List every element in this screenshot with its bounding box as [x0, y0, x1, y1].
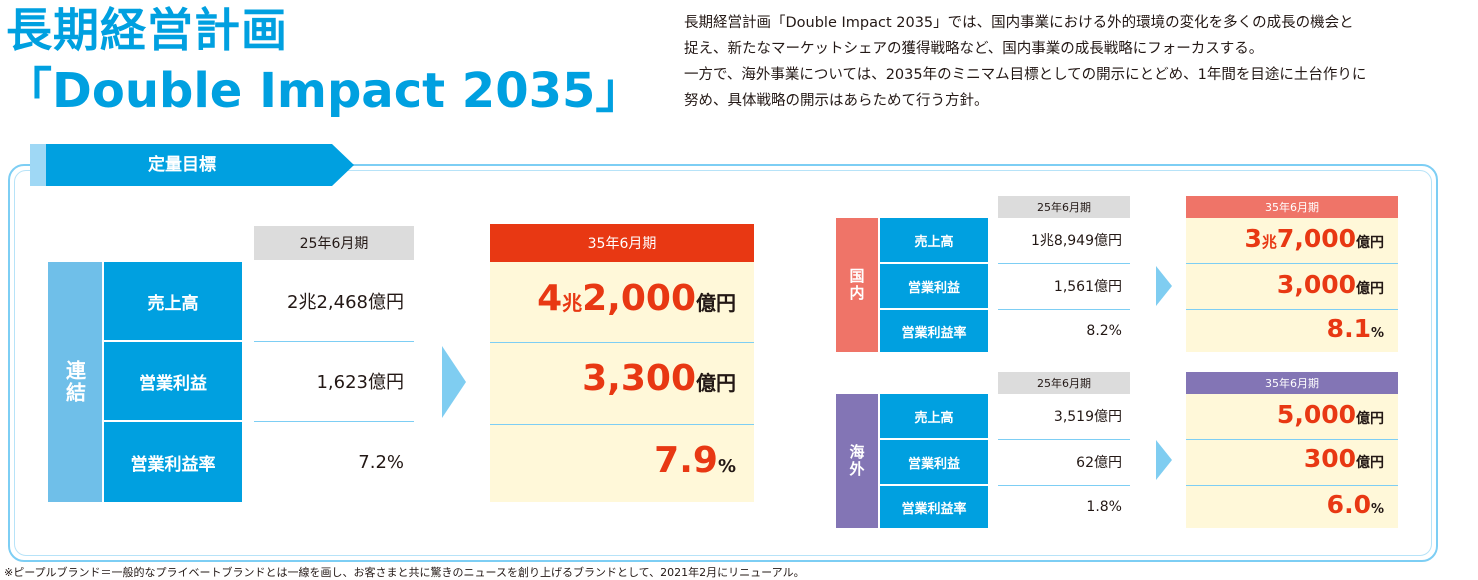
- overseas-label-text: 海外: [847, 444, 866, 478]
- domestic-target-panel: [1186, 218, 1398, 352]
- domestic-row-label-sales: 売上高: [880, 218, 988, 262]
- section-tab-shape: [46, 144, 354, 186]
- section-tab-label: 定量目標: [148, 155, 216, 175]
- overseas-target-operating-margin: 6.0 %: [1186, 490, 1384, 526]
- overseas-base-sales: 3,519億円: [1053, 409, 1122, 425]
- target-value: 4: [537, 278, 563, 319]
- page-subtitle: 「Double Impact 2035」: [4, 63, 644, 119]
- overseas-base-operating-margin: 1.8%: [1086, 499, 1122, 515]
- target-unit: %: [1370, 326, 1384, 341]
- consolidated-base-sales: 2兆2,468億円: [287, 292, 404, 313]
- row-separator: [254, 421, 414, 422]
- overseas-row-label-operating-margin: 営業利益率: [880, 486, 988, 528]
- target-value: 3,300: [582, 358, 696, 399]
- consolidated-row-label-operating-margin: 営業利益率: [104, 422, 242, 502]
- row-separator: [998, 309, 1130, 310]
- target-value: 3: [1244, 224, 1262, 253]
- target-unit: %: [717, 456, 736, 477]
- domestic-row-label-operating-margin: 営業利益率: [880, 310, 988, 352]
- overseas-row-label-operating-profit: 営業利益: [880, 440, 988, 484]
- target-unit: 億円: [1356, 281, 1384, 297]
- domestic-arrow-icon: [1156, 266, 1172, 306]
- row-separator: [998, 263, 1130, 264]
- overseas-target-sales: 5,000 億円: [1186, 400, 1384, 436]
- consolidated-target-sales: 4 兆 2,000 億円: [490, 278, 736, 328]
- domestic-base-operating-margin: 8.2%: [1086, 323, 1122, 339]
- row-separator: [1186, 439, 1398, 440]
- domestic-base-header: 25年6月期: [998, 196, 1130, 218]
- footnote: ※ピープルブランド＝一般的なプライベートブランドとは一線を画し、お客さまと共に驚…: [4, 566, 805, 579]
- row-separator: [998, 485, 1130, 486]
- overseas-label: 海外: [836, 394, 878, 528]
- target-value: 6.0: [1326, 490, 1371, 519]
- target-unit: 億円: [1356, 411, 1384, 427]
- domestic-label: 国内: [836, 218, 878, 352]
- target-unit: 億円: [696, 371, 736, 395]
- row-separator: [998, 439, 1130, 440]
- target-value: 300: [1303, 444, 1356, 473]
- target-value: 8.1: [1326, 314, 1371, 343]
- row-separator: [254, 341, 414, 342]
- target-value: 7,000: [1276, 224, 1356, 253]
- row-separator: [1186, 309, 1398, 310]
- overseas-base-header: 25年6月期: [998, 372, 1130, 394]
- consolidated-label-text: 連結: [62, 360, 87, 404]
- overseas-base-operating-profit: 62億円: [1076, 455, 1122, 471]
- consolidated-label: 連結: [48, 262, 102, 502]
- overseas-target-operating-profit: 300 億円: [1186, 444, 1384, 480]
- intro-paragraph: 長期経営計画「Double Impact 2035」では、国内事業における外的環…: [684, 10, 1454, 114]
- target-unit: 億円: [1356, 235, 1384, 251]
- intro-line: 長期経営計画「Double Impact 2035」では、国内事業における外的環…: [684, 15, 1354, 31]
- overseas-arrow-icon: [1156, 440, 1172, 480]
- consolidated-row-label-operating-profit: 営業利益: [104, 342, 242, 420]
- consolidated-base-header: 25年6月期: [254, 226, 414, 260]
- consolidated-target-operating-margin: 7.9 %: [490, 440, 736, 490]
- consolidated-arrow-icon: [442, 346, 466, 418]
- consolidated-target-header: 35年6月期: [490, 224, 754, 262]
- domestic-label-text: 国内: [847, 268, 866, 302]
- target-value-small: 兆: [1261, 233, 1277, 251]
- target-unit: 億円: [696, 291, 736, 315]
- target-unit: %: [1370, 502, 1384, 517]
- target-value-small: 兆: [562, 291, 583, 315]
- section-tab-stub: [30, 144, 46, 186]
- consolidated-target-panel: [490, 262, 754, 502]
- domestic-target-operating-margin: 8.1 %: [1186, 314, 1384, 350]
- overseas-target-header: 35年6月期: [1186, 372, 1398, 394]
- row-separator: [1186, 485, 1398, 486]
- target-unit: 億円: [1356, 455, 1384, 471]
- page-title: 長期経営計画: [6, 3, 288, 57]
- intro-line: 一方で、海外事業については、2035年のミニマム目標としての開示にとどめ、1年間…: [684, 67, 1367, 83]
- targets-frame: [8, 164, 1438, 562]
- targets-frame-inner: [14, 170, 1432, 556]
- row-separator: [490, 342, 754, 343]
- domestic-base-sales: 1兆8,949億円: [1031, 233, 1122, 249]
- domestic-target-sales: 3 兆 7,000 億円: [1186, 224, 1385, 260]
- consolidated-target-operating-profit: 3,300 億円: [490, 358, 736, 408]
- domestic-target-operating-profit: 3,000 億円: [1186, 270, 1384, 306]
- consolidated-row-label-sales: 売上高: [104, 262, 242, 340]
- target-value: 2,000: [582, 278, 696, 319]
- domestic-row-label-operating-profit: 営業利益: [880, 264, 988, 308]
- domestic-target-header: 35年6月期: [1186, 196, 1398, 218]
- consolidated-base-operating-margin: 7.2%: [358, 451, 404, 473]
- intro-line: 捉え、新たなマーケットシェアの獲得戦略など、国内事業の成長戦略にフォーカスする。: [684, 41, 1264, 57]
- consolidated-base-operating-profit: 1,623億円: [316, 372, 404, 393]
- target-value: 7.9: [654, 440, 718, 481]
- row-separator: [1186, 263, 1398, 264]
- domestic-base-operating-profit: 1,561億円: [1053, 279, 1122, 295]
- overseas-target-panel: [1186, 394, 1398, 528]
- target-value: 3,000: [1276, 270, 1356, 299]
- row-separator: [490, 424, 754, 425]
- target-value: 5,000: [1276, 400, 1356, 429]
- overseas-row-label-sales: 売上高: [880, 394, 988, 438]
- intro-line: 努め、具体戦略の開示はあらためて行う方針。: [684, 93, 989, 109]
